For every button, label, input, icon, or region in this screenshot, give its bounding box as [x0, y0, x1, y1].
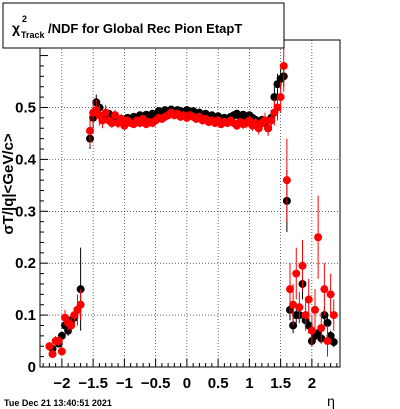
data-point: [323, 318, 332, 327]
x-tick-label: 1.5: [270, 375, 291, 392]
data-point: [307, 326, 316, 335]
title-text: /NDF for Global Rec Pion EtapT: [48, 21, 242, 36]
data-point: [311, 305, 319, 314]
data-point: [326, 290, 335, 299]
x-axis: −2 −1.5 −1 −0.5 0 0.5 1 1.5 2: [42, 359, 338, 392]
data-point: [282, 176, 291, 185]
title-chi-symbol: χ: [12, 20, 20, 36]
y-axis-label: σT/|q|<GeV/c>: [0, 133, 17, 234]
data-point: [276, 93, 285, 102]
data-point: [54, 337, 63, 346]
x-tick-label: 2: [308, 375, 316, 392]
chart-title: χ 2 Track /NDF for Global Rec Pion EtapT: [12, 14, 242, 40]
x-tick-label: −1: [116, 375, 133, 392]
x-tick-label: −1.5: [78, 375, 108, 392]
data-point: [107, 119, 116, 128]
data-point: [286, 285, 294, 294]
data-point: [101, 108, 110, 117]
data-point: [261, 116, 269, 125]
data-series: [45, 40, 338, 359]
data-point: [329, 311, 338, 320]
title-box: [2, 2, 285, 49]
series-2: [45, 40, 338, 359]
data-point: [320, 285, 329, 294]
data-point: [301, 311, 310, 320]
data-point: [329, 338, 338, 347]
x-tick-label: −2: [53, 375, 70, 392]
y-tick-label: 0.3: [15, 203, 36, 220]
x-tick-label: 1: [245, 375, 253, 392]
data-point: [273, 103, 282, 112]
data-point: [86, 126, 94, 135]
data-point: [279, 61, 288, 70]
data-point: [289, 300, 298, 309]
title-subscript: Track: [21, 30, 46, 40]
data-point: [117, 114, 126, 123]
data-point: [67, 321, 76, 330]
data-point: [267, 116, 276, 125]
data-point: [304, 295, 313, 304]
data-point: [298, 261, 307, 270]
x-axis-label: η: [327, 393, 335, 409]
x-tick-label: 0: [183, 375, 191, 392]
y-axis: 0 0.1 0.2 0.3 0.4 0.5: [15, 44, 48, 376]
data-point: [57, 347, 66, 356]
data-point: [264, 124, 273, 133]
data-point: [48, 350, 57, 359]
y-tick-label: 0: [28, 359, 36, 376]
y-tick-label: 0.1: [15, 307, 36, 324]
data-point: [323, 337, 332, 346]
y-tick-label: 0.4: [15, 151, 37, 168]
y-tick-label: 0.5: [15, 99, 36, 116]
data-point: [45, 342, 54, 351]
title-superscript: 2: [22, 14, 27, 24]
x-tick-label: 0.5: [208, 375, 229, 392]
data-point: [292, 269, 301, 278]
x-tick-label: −0.5: [141, 375, 171, 392]
data-point: [270, 93, 279, 102]
data-point: [111, 111, 119, 120]
timestamp: Tue Dec 21 13:40:51 2021: [4, 398, 112, 408]
data-point: [76, 300, 85, 309]
data-point: [295, 303, 304, 312]
data-point: [317, 324, 326, 333]
data-point: [98, 116, 107, 125]
y-tick-label: 0.2: [15, 255, 36, 272]
data-point: [314, 233, 323, 242]
